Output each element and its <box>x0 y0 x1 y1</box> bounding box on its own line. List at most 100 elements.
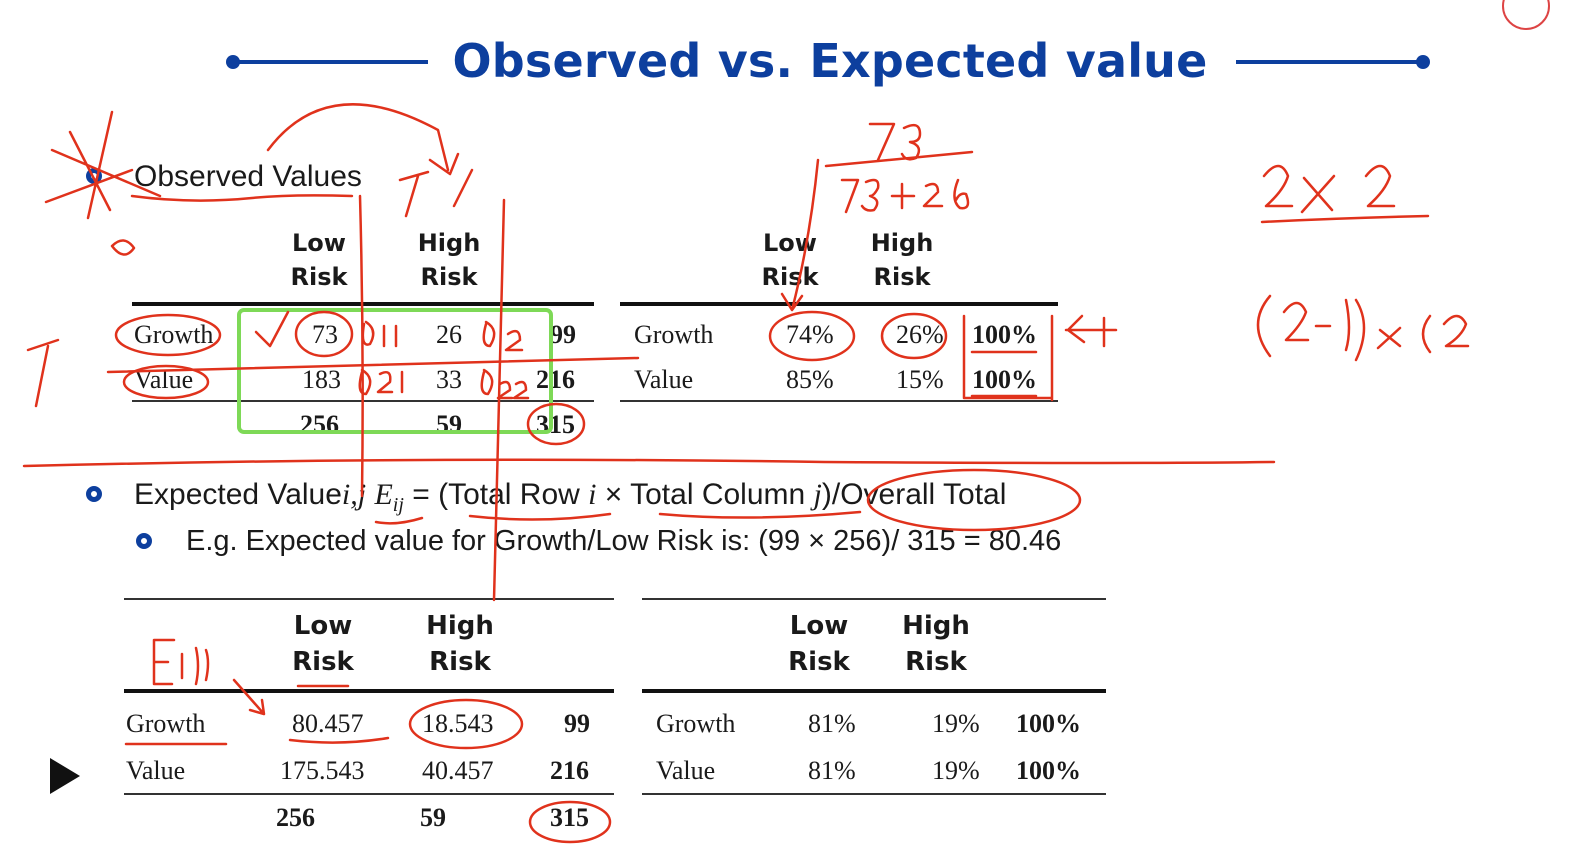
arrow-down-low <box>780 158 820 312</box>
exppct-row1-high: 19% <box>932 709 980 738</box>
exp-total-rule <box>124 793 614 795</box>
circle-73 <box>294 310 354 358</box>
obs-row2-low: 183 <box>302 365 341 394</box>
underline-total-col <box>658 510 862 519</box>
percent-mark <box>398 168 474 218</box>
exp-row1-label: Growth <box>126 709 206 738</box>
obs-row1-low: 73 <box>312 320 338 349</box>
title-left-dot <box>226 55 240 69</box>
obs-total-high: 59 <box>436 410 462 439</box>
exp-row2-low: 175.543 <box>280 756 365 785</box>
fraction-num <box>868 122 922 162</box>
df-formula <box>1256 294 1470 362</box>
obs-total-low: 256 <box>300 410 339 439</box>
exp-total-all: 315 <box>550 803 589 832</box>
bullet-icon <box>136 533 152 549</box>
underline-100 <box>970 350 1038 398</box>
expected-example: E.g. Expected value for Growth/Low Risk … <box>186 525 1062 557</box>
exppct-top-rule <box>642 598 1106 600</box>
exp-header-low: Low Risk <box>292 611 354 677</box>
obspct-row1-low: 74% <box>786 320 834 349</box>
obs-row2-high: 33 <box>436 365 462 394</box>
percent-left <box>26 338 60 408</box>
exppct-header-low: Low Risk <box>788 611 850 677</box>
obs-header-low: Low Risk <box>290 229 348 291</box>
circle-18 <box>408 698 524 750</box>
exppct-row2-low: 81% <box>808 756 856 785</box>
obs-header-high: High Risk <box>417 229 481 291</box>
circle-growth <box>114 313 222 357</box>
obspct-bottom-rule <box>620 400 1058 402</box>
obspct-row2-label: Value <box>634 365 694 394</box>
obs-row1-total: 99 <box>550 320 576 349</box>
exp-row1-total: 99 <box>564 709 590 738</box>
underline-observed <box>130 194 354 202</box>
exp-row1-high: 18.543 <box>422 709 494 738</box>
obs-row1-high: 26 <box>436 320 462 349</box>
expected-label-prefix: Expected Value <box>134 478 342 511</box>
o22-label <box>480 368 530 400</box>
obs-row1-label: Growth <box>134 320 214 349</box>
o11-label <box>361 320 398 348</box>
check-mark <box>254 310 290 348</box>
vertical-divider-1 <box>358 194 364 498</box>
fraction-bar <box>824 150 974 168</box>
circle-26 <box>880 312 948 360</box>
expected-label-j: j <box>813 478 822 511</box>
exp-total-low: 256 <box>276 803 315 832</box>
o21-label <box>358 368 404 396</box>
fraction-den <box>840 178 970 214</box>
eij-label <box>152 638 210 686</box>
small-flower-mark <box>110 239 136 256</box>
arrow-left <box>1064 314 1118 348</box>
underline-eij <box>374 516 424 525</box>
title-right-rule <box>1236 60 1426 64</box>
obspct-row1-high: 26% <box>896 320 944 349</box>
arc-arrow <box>266 103 460 176</box>
exp-row2-high: 40.457 <box>422 756 494 785</box>
two-by-two-underline <box>1260 214 1430 224</box>
obspct-row1-label: Growth <box>634 320 714 349</box>
exppct-row2-label: Value <box>656 756 716 785</box>
exppct-row1-total: 100% <box>1016 709 1081 738</box>
long-separator <box>22 458 1276 468</box>
play-icon[interactable] <box>50 758 80 794</box>
obs-row2-total: 216 <box>536 365 575 394</box>
exppct-header-rule <box>642 689 1106 693</box>
vertical-divider-2 <box>492 198 506 602</box>
exp-row2-total: 216 <box>550 756 589 785</box>
exp-row1-low: 80.457 <box>292 709 364 738</box>
obspct-header-high: High Risk <box>870 229 934 291</box>
expected-label-i: i <box>588 478 597 511</box>
obspct-row1-total: 100% <box>972 320 1037 349</box>
section-observed-label: Observed Values <box>134 160 362 193</box>
circle-value <box>122 364 210 400</box>
exppct-bottom-rule <box>642 793 1106 795</box>
two-by-two <box>1262 164 1396 214</box>
bullet-icon <box>86 486 102 502</box>
title-left-rule <box>232 60 428 64</box>
exppct-row2-high: 19% <box>932 756 980 785</box>
expected-label-e: E <box>374 478 393 511</box>
exppct-header-high: High Risk <box>902 611 970 677</box>
box-100 <box>962 314 1054 402</box>
circle-315-bottom <box>528 800 612 844</box>
exppct-row1-label: Growth <box>656 709 736 738</box>
exp-row2-label: Value <box>126 756 186 785</box>
cross-line <box>106 356 640 374</box>
expected-label-formula-b: × Total Column <box>596 478 814 511</box>
obspct-header-rule <box>620 302 1058 306</box>
circle-74 <box>768 310 856 362</box>
highlight-box <box>237 308 553 434</box>
exp-header-high: High Risk <box>426 611 494 677</box>
exppct-row1-low: 81% <box>808 709 856 738</box>
exppct-row2-total: 100% <box>1016 756 1081 785</box>
circle-overall <box>866 468 1082 532</box>
exp-total-high: 59 <box>420 803 446 832</box>
circle-315-top <box>526 402 586 446</box>
underline-total-row <box>468 512 612 521</box>
expected-label-e-sub: ij <box>392 494 404 516</box>
o12-label <box>482 320 524 352</box>
obspct-row2-high: 15% <box>896 365 944 394</box>
